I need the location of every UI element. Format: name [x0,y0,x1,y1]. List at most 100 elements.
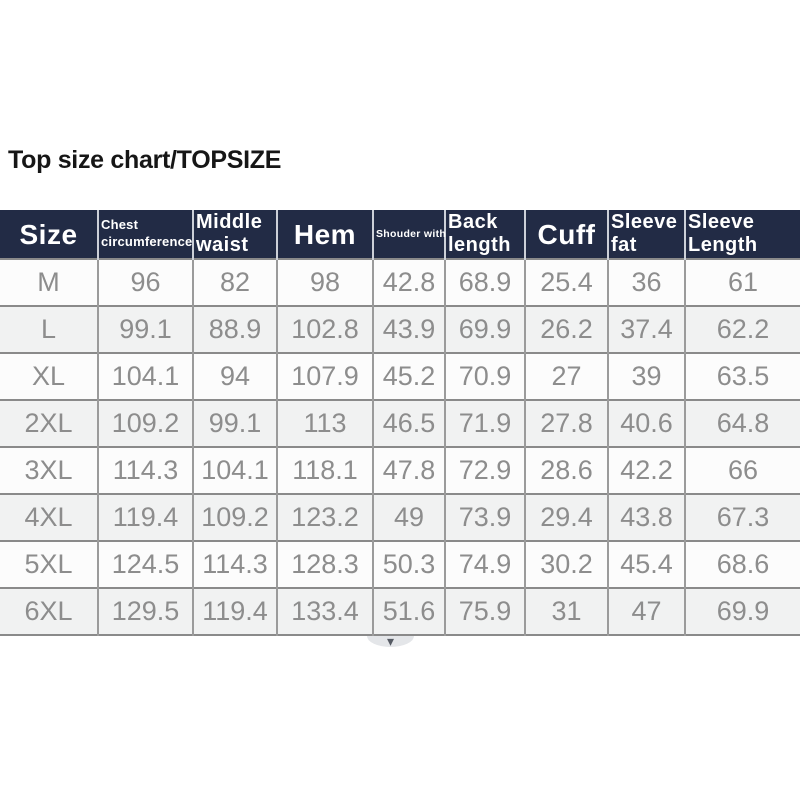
table-cell: 102.8 [276,306,373,353]
table-cell: 46.5 [372,400,445,447]
table-row-m: M 96 82 98 42.8 68.9 25.4 36 61 [0,259,800,306]
table-cell: 51.6 [372,588,445,635]
table-cell: 61 [684,259,800,306]
scroll-down-indicator[interactable]: ▾ [367,633,414,649]
page-title: Top size chart/TOPSIZE [8,146,282,174]
table-cell: 66 [684,447,800,494]
table-cell: 50.3 [372,541,445,588]
table-cell: 88.9 [192,306,277,353]
table-cell: 119.4 [97,494,193,541]
col-header-chest-circumference-label: Chest circumference [101,217,193,249]
table-row-2xl: 2XL 109.2 99.1 113 46.5 71.9 27.8 40.6 6… [0,400,800,447]
table-cell: 69.9 [444,306,525,353]
table-cell: 45.2 [372,353,445,400]
table-cell: 107.9 [276,353,373,400]
table-cell: L [0,306,98,353]
table-cell: 42.8 [372,259,445,306]
table-cell: 63.5 [684,353,800,400]
table-cell: 114.3 [97,447,193,494]
table-cell: 36 [607,259,685,306]
table-cell: 133.4 [276,588,373,635]
table-cell: 72.9 [444,447,525,494]
table-cell: 29.4 [524,494,608,541]
col-header-size: Size [0,210,98,259]
table-cell: 94 [192,353,277,400]
table-cell: 5XL [0,541,98,588]
table-cell: 25.4 [524,259,608,306]
table-cell: 109.2 [192,494,277,541]
col-header-sleeve-fat-label: Sleeve fat [611,211,678,256]
table-cell: 62.2 [684,306,800,353]
table-cell: 45.4 [607,541,685,588]
col-header-size-label: Size [19,218,78,250]
table-cell: 104.1 [192,447,277,494]
table-cell: 28.6 [524,447,608,494]
table-cell: 129.5 [97,588,193,635]
table-cell: 49 [372,494,445,541]
table-cell: 99.1 [192,400,277,447]
table-cell: 64.8 [684,400,800,447]
col-header-back-length: Back length [444,210,525,259]
col-header-hem-label: Hem [293,218,357,250]
table-row-4xl: 4XL 119.4 109.2 123.2 49 73.9 29.4 43.8 … [0,494,800,541]
table-cell: 68.6 [684,541,800,588]
col-header-sleeve-length: Sleeve Length [684,210,800,259]
table-cell: 67.3 [684,494,800,541]
table-cell: 104.1 [97,353,193,400]
table-cell: 98 [276,259,373,306]
table-cell: 123.2 [276,494,373,541]
table-cell: 74.9 [444,541,525,588]
table-cell: 71.9 [444,400,525,447]
table-cell: 42.2 [607,447,685,494]
table-row-6xl: 6XL 129.5 119.4 133.4 51.6 75.9 31 47 69… [0,588,800,635]
table-cell: 3XL [0,447,98,494]
table-cell: 43.9 [372,306,445,353]
table-cell: 37.4 [607,306,685,353]
table-cell: 27 [524,353,608,400]
table-cell: 6XL [0,588,98,635]
table-cell: 40.6 [607,400,685,447]
col-header-shoulder-width-label: Shouder with [376,228,447,241]
chevron-down-icon: ▾ [386,633,395,649]
table-row-5xl: 5XL 124.5 114.3 128.3 50.3 74.9 30.2 45.… [0,541,800,588]
col-header-middle-waist: Middle waist [192,210,277,259]
table-cell: 113 [276,400,373,447]
table-cell: XL [0,353,98,400]
col-header-cuff: Cuff [524,210,608,259]
col-header-shoulder-width: Shouder with [372,210,447,259]
table-cell: 119.4 [192,588,277,635]
table-cell: 69.9 [684,588,800,635]
table-cell: 31 [524,588,608,635]
table-cell: M [0,259,98,306]
col-header-cuff-label: Cuff [537,218,596,250]
table-cell: 82 [192,259,277,306]
col-header-back-length-label: Back length [448,211,511,256]
table-cell: 2XL [0,400,98,447]
col-header-sleeve-fat: Sleeve fat [607,210,685,259]
table-header-row: Size Chest circumference Middle waist He… [0,210,800,259]
table-cell: 128.3 [276,541,373,588]
table-cell: 27.8 [524,400,608,447]
table-cell: 47.8 [372,447,445,494]
table-cell: 39 [607,353,685,400]
col-header-chest-circumference: Chest circumference [97,210,193,259]
table-row-l: L 99.1 88.9 102.8 43.9 69.9 26.2 37.4 62… [0,306,800,353]
table-row-3xl: 3XL 114.3 104.1 118.1 47.8 72.9 28.6 42.… [0,447,800,494]
size-chart-table: Size Chest circumference Middle waist He… [0,210,800,636]
table-cell: 73.9 [444,494,525,541]
table-cell: 99.1 [97,306,193,353]
table-cell: 96 [97,259,193,306]
table-cell: 4XL [0,494,98,541]
table-cell: 109.2 [97,400,193,447]
table-cell: 43.8 [607,494,685,541]
table-cell: 68.9 [444,259,525,306]
table-cell: 70.9 [444,353,525,400]
table-row-xl: XL 104.1 94 107.9 45.2 70.9 27 39 63.5 [0,353,800,400]
table-cell: 114.3 [192,541,277,588]
table-cell: 75.9 [444,588,525,635]
table-cell: 26.2 [524,306,608,353]
table-cell: 124.5 [97,541,193,588]
col-header-sleeve-length-label: Sleeve Length [688,211,758,256]
table-cell: 118.1 [276,447,373,494]
